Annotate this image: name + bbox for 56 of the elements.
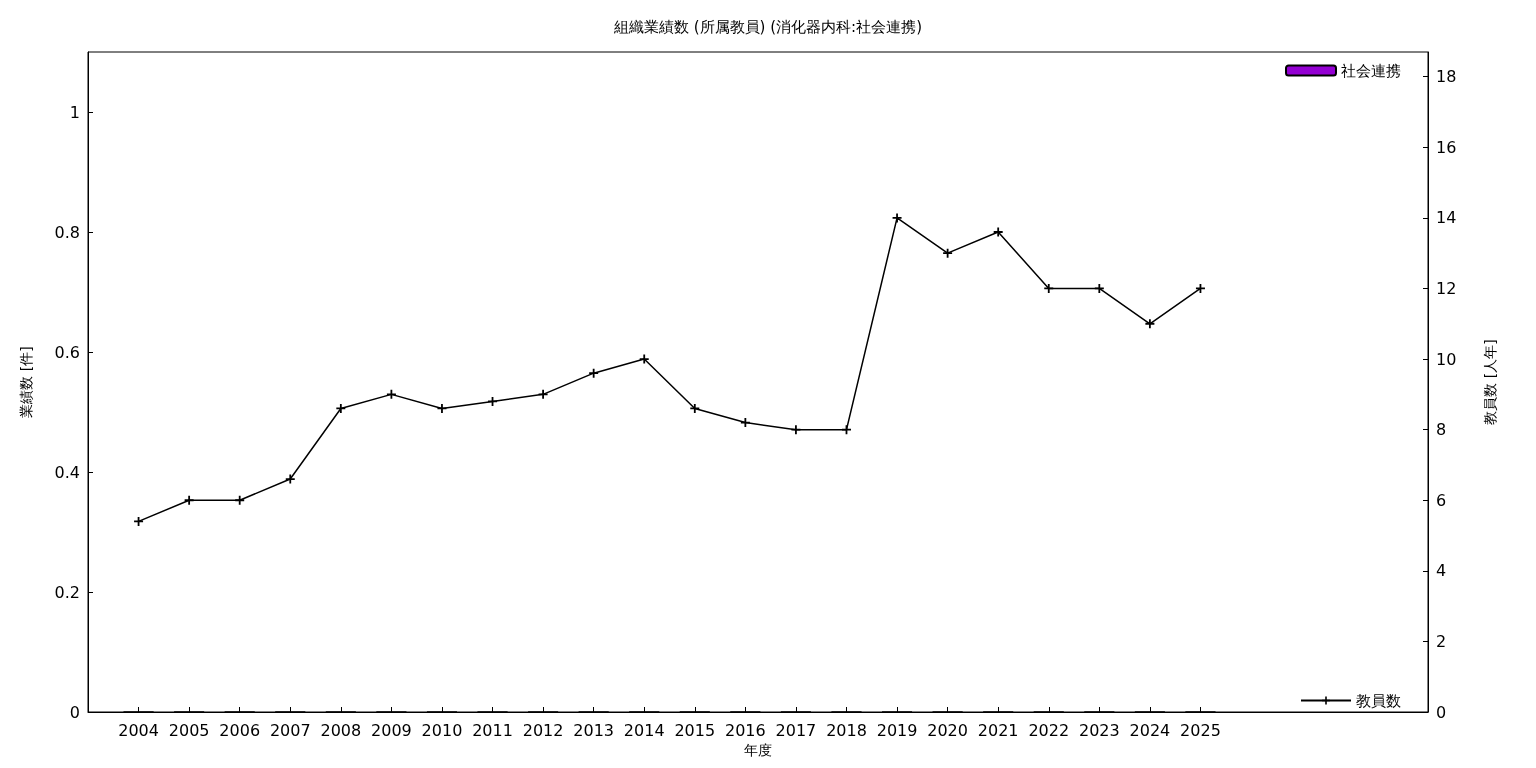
legend-label: 社会連携 [1341,61,1401,80]
x-tick-label: 2009 [371,720,412,740]
point [235,495,245,505]
chart-title: 組織業績数 (所属教員) (消化器内科:社会連携) [613,17,922,36]
point [184,495,194,505]
x-tick-label: 2014 [623,720,665,740]
point [589,368,599,378]
x-tick-label: 2017 [775,720,817,740]
x-tick-label: 2011 [472,720,513,740]
x-tick-label: 2008 [320,720,362,740]
y2-tick-label: 2 [1436,631,1447,651]
point [639,354,649,364]
y-tick-label: 1 [69,102,80,122]
y2-tick-label: 6 [1436,490,1447,510]
point [943,248,953,258]
x-tick-label: 2025 [1180,720,1221,740]
y-tick-label: 0.8 [54,222,80,242]
x-tick-label: 2023 [1078,720,1120,740]
point [892,213,902,223]
x-tick-label: 2018 [826,720,867,740]
legend-label: 教員数 [1356,691,1401,710]
x-tick-label: 2022 [1028,720,1070,740]
y2-tick-label: 10 [1436,349,1457,369]
x-tick-label: 2019 [876,720,918,740]
y2-tick-label: 18 [1436,67,1457,87]
x-tick-label: 2021 [977,720,1019,740]
y2-axis-title: 教員数 [人年] [1482,339,1498,425]
y-tick-label: 0 [69,702,80,722]
x-tick-label: 2006 [219,720,261,740]
y-tick-label: 0.6 [54,342,80,362]
point [1145,319,1155,329]
x-tick-label: 2015 [674,720,716,740]
x-tick-label: 2012 [522,720,564,740]
x-tick-label: 2024 [1129,720,1171,740]
x-tick-label: 2010 [421,720,463,740]
y2-tick-label: 12 [1436,278,1457,298]
x-tick-label: 2016 [725,720,766,740]
x-tick-label: 2004 [118,720,159,740]
x-tick-label: 2013 [573,720,615,740]
x-tick-label: 2005 [168,720,210,740]
x-tick-label: 2020 [927,720,968,740]
point [538,389,548,399]
y2-tick-label: 0 [1436,702,1447,722]
x-axis-title: 年度 [744,741,772,758]
point [993,227,1003,237]
x-tick-label: 2007 [269,720,311,740]
y2-tick-label: 8 [1436,420,1447,440]
y2-tick-label: 14 [1436,208,1457,228]
point [791,425,801,435]
y-axis-title: 業績数 [件] [18,346,34,418]
point [285,474,295,484]
y-tick-label: 0.4 [54,462,80,482]
point [386,389,396,399]
y-tick-label: 0.2 [54,582,80,602]
y2-tick-label: 16 [1436,137,1457,157]
y2-tick-label: 4 [1436,561,1447,581]
